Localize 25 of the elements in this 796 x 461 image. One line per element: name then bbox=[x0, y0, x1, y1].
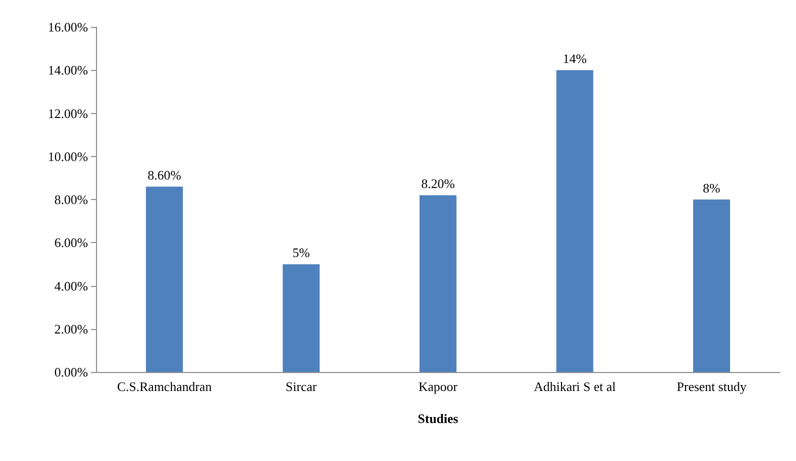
bar bbox=[556, 70, 594, 372]
data-label: 14% bbox=[562, 51, 587, 66]
x-tick-label: Sircar bbox=[286, 379, 318, 394]
y-tick-label: 0.00% bbox=[54, 364, 88, 380]
data-label: 8.60% bbox=[148, 168, 182, 183]
data-label: 8% bbox=[702, 180, 720, 196]
y-tick-label: 10.00% bbox=[48, 148, 88, 164]
x-tick-label: Adhikari S et al bbox=[534, 379, 616, 394]
bar bbox=[420, 195, 456, 372]
x-axis-title: Studies bbox=[418, 411, 458, 426]
y-tick-label: 2.00% bbox=[54, 321, 88, 336]
x-tick-label: Present study bbox=[676, 379, 747, 394]
y-tick-label: 6.00% bbox=[54, 235, 88, 250]
y-tick-label: 4.00% bbox=[54, 278, 88, 294]
data-label: 5% bbox=[292, 245, 310, 260]
y-tick-label: 8.00% bbox=[54, 192, 88, 207]
x-tick-label: Kapoor bbox=[418, 379, 458, 394]
y-tick-label: 14.00% bbox=[48, 62, 88, 78]
x-tick-label: C.S.Ramchandran bbox=[117, 379, 212, 394]
bar bbox=[282, 264, 320, 372]
y-tick-label: 12.00% bbox=[48, 106, 88, 121]
bar bbox=[693, 200, 730, 372]
y-tick-label: 16.00% bbox=[48, 20, 88, 34]
data-label: 8.20% bbox=[421, 176, 455, 192]
bar bbox=[146, 186, 183, 372]
